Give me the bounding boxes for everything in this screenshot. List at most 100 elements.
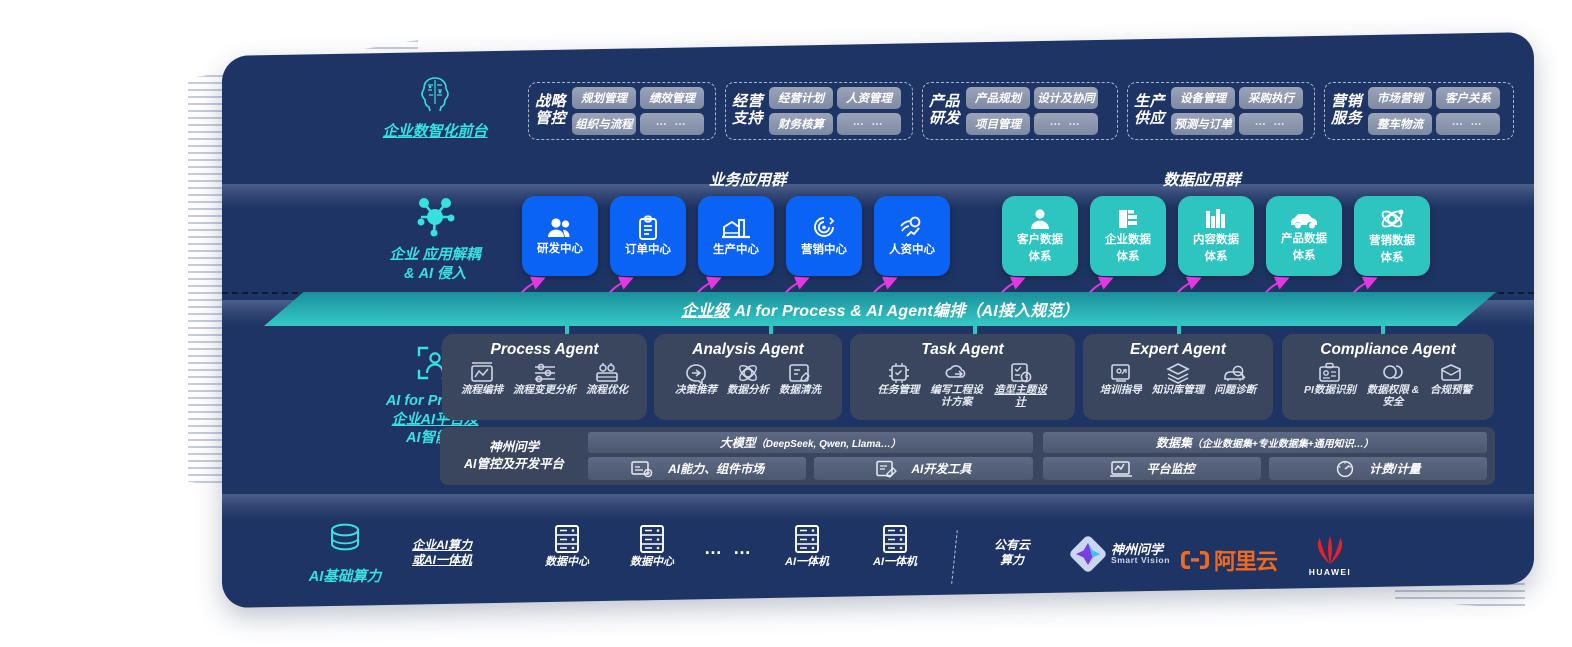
alert-mail-icon — [1441, 364, 1461, 381]
devtool-icon — [876, 460, 898, 478]
front-chip[interactable]: 经营计划 — [769, 87, 834, 109]
agent-card-process[interactable]: Process Agent 流程编排 — [442, 334, 647, 420]
front-group-2[interactable]: 产品 研发 产品规划 设计及协同 项目管理 … … — [922, 82, 1118, 140]
monitor-icon — [1109, 460, 1132, 477]
platform-dataset-bar[interactable]: 数据集 （企业数据集+专业数据集+通用知识…） — [1042, 432, 1487, 453]
vendor-huawei[interactable]: HUAWEI — [1308, 536, 1352, 577]
agent-item[interactable]: 问题诊断 — [1209, 361, 1261, 397]
front-group-3[interactable]: 生产 供应 设备管理 采购执行 预测与订单 … … — [1127, 82, 1315, 140]
agent-item[interactable]: PI数据识别 — [1299, 361, 1361, 397]
server-icon — [555, 525, 579, 553]
row-label-applications-line1: 企业 应用解耦 — [389, 247, 481, 263]
app-card-content-data[interactable]: 内容数据 体系 — [1178, 196, 1254, 276]
row-label-front-office: 企业数智化前台 — [340, 74, 530, 141]
vendor-aliyun[interactable]: 阿里云 — [1180, 544, 1277, 576]
front-group-0-name: 战略 管控 — [535, 93, 567, 127]
front-chip[interactable]: 绩效管理 — [640, 87, 705, 109]
front-chip[interactable]: 组织与流程 — [572, 113, 637, 135]
cloud-write-icon — [945, 365, 965, 378]
infra-item-public-cloud: 公有云 算力 — [962, 524, 1062, 590]
decision-icon — [686, 364, 706, 385]
agent-item-label: 数据清洗 — [779, 384, 821, 396]
front-chip[interactable]: 市场营销 — [1368, 87, 1433, 109]
agent-card-compliance[interactable]: Compliance Agent PI数据识别 — [1282, 334, 1494, 420]
front-chip-more[interactable]: … … — [640, 113, 705, 135]
front-group-3-name: 生产 供应 — [1134, 93, 1166, 127]
vendor-smartvision[interactable]: 神州问学 Smart Vision — [1070, 536, 1170, 572]
app-card-label: 企业数据 — [1105, 234, 1151, 247]
front-chip[interactable]: 预测与订单 — [1171, 113, 1236, 135]
agent-item[interactable]: 数据权限 & 安全 — [1361, 361, 1425, 408]
front-chip[interactable]: 设备管理 — [1171, 87, 1236, 109]
server-icon — [795, 525, 819, 553]
infra-item-ai-appliance-1[interactable]: AI一体机 — [762, 524, 852, 590]
front-chip-more[interactable]: … … — [1034, 113, 1099, 135]
front-group-0[interactable]: 战略 管控 规划管理 绩效管理 组织与流程 … … — [528, 82, 716, 140]
row-label-infrastructure: AI基础算力 — [250, 520, 440, 587]
platform-cell-billing[interactable]: 计费/计量 — [1268, 457, 1487, 480]
front-chip[interactable]: 采购执行 — [1239, 87, 1304, 109]
front-chip[interactable]: 设计及协同 — [1034, 87, 1099, 109]
platform-large-model-bar[interactable]: 大模型 （DeepSeek, Qwen, Llama…） — [588, 432, 1033, 453]
app-card-marketing-center[interactable]: 营销中心 — [786, 196, 862, 276]
agent-item[interactable]: 流程优化 — [581, 361, 633, 397]
app-card-marketing-data[interactable]: 营销数据 体系 — [1354, 196, 1430, 276]
front-chip[interactable]: 人资管理 — [837, 87, 902, 109]
front-chip[interactable]: 整车物流 — [1368, 113, 1433, 135]
app-card-product-data[interactable]: 产品数据 体系 — [1266, 196, 1342, 276]
front-chip[interactable]: 项目管理 — [966, 113, 1031, 135]
atom-icon — [1381, 209, 1404, 228]
platform-cell-market[interactable]: AI能力、组件市场 — [588, 457, 807, 480]
front-group-4[interactable]: 营销 服务 市场营销 客户关系 整车物流 … … — [1324, 82, 1514, 140]
front-chip[interactable]: 产品规划 — [966, 87, 1031, 109]
front-chip-more[interactable]: … … — [1436, 113, 1501, 135]
infra-item-datacenter-1[interactable]: 数据中心 — [522, 524, 612, 590]
front-chip-more[interactable]: … … — [1239, 113, 1304, 135]
platform-cell-monitor[interactable]: 平台监控 — [1042, 457, 1261, 480]
agent-item[interactable]: 造型主题设计 — [989, 361, 1053, 408]
data-clean-icon — [789, 364, 810, 382]
front-chip-more[interactable]: … … — [837, 113, 902, 135]
front-chip[interactable]: 规划管理 — [572, 87, 637, 109]
agent-card-task[interactable]: Task Agent 任务管理 — [850, 334, 1075, 420]
app-card-rd-center[interactable]: 研发中心 — [522, 196, 598, 276]
huawei-logo — [1317, 536, 1343, 564]
agent-item[interactable]: 培训指导 — [1095, 361, 1147, 397]
app-card-hr-center[interactable]: 人资中心 — [874, 196, 950, 276]
agent-item[interactable]: 任务管理 — [873, 361, 925, 397]
app-card-enterprise-data[interactable]: 企业数据 体系 — [1090, 196, 1166, 276]
platform-cell-devtool[interactable]: AI开发工具 — [814, 457, 1033, 480]
infra-ellipsis: … … — [704, 538, 755, 558]
app-card-order-center[interactable]: 订单中心 — [610, 196, 686, 276]
infra-item-datacenter-2[interactable]: 数据中心 — [607, 524, 697, 590]
agent-item[interactable]: 流程编排 — [456, 361, 508, 397]
agent-item[interactable]: 编写工程设计方案 — [925, 361, 989, 408]
front-group-1[interactable]: 经营 支持 经营计划 人资管理 财务核算 … … — [725, 82, 913, 140]
target-icon — [814, 216, 835, 237]
person-chart-icon — [900, 216, 921, 237]
agent-card-expert[interactable]: Expert Agent 培训指导 — [1083, 334, 1273, 420]
row-label-applications: 企业 应用解耦 & AI 侵入 — [340, 194, 530, 283]
infra-item-ai-appliance-2[interactable]: AI一体机 — [850, 524, 940, 590]
app-card-label2: 体系 — [1028, 251, 1052, 263]
front-chip[interactable]: 财务核算 — [769, 113, 834, 135]
row-label-front-office-text: 企业数智化前台 — [382, 123, 488, 140]
agent-item-label: 流程编排 — [461, 384, 503, 396]
diagnose-icon — [1224, 365, 1246, 381]
agent-title: Expert Agent — [1130, 341, 1226, 358]
task-grid-icon — [888, 363, 909, 383]
agent-item[interactable]: 数据分析 — [722, 361, 774, 397]
agent-item[interactable]: 合规预警 — [1425, 361, 1477, 397]
agent-item[interactable]: 决策推荐 — [670, 361, 722, 397]
front-chip[interactable]: 客户关系 — [1436, 87, 1501, 109]
app-card-production-center[interactable]: 生产中心 — [698, 196, 774, 276]
agent-item[interactable]: 流程变更分析 — [508, 361, 581, 397]
agent-card-analysis[interactable]: Analysis Agent 决策推荐 — [654, 334, 842, 420]
agent-item[interactable]: 知识库管理 — [1147, 361, 1210, 397]
car-icon — [1291, 214, 1317, 229]
gears-stack-icon — [596, 363, 618, 382]
app-card-customer-data[interactable]: 客户数据 体系 — [1002, 196, 1078, 276]
agent-item[interactable]: 数据清洗 — [774, 361, 826, 397]
ai-orchestration-band: 企业级 AI for Process & AI Agent编排（AI接入规范） — [264, 292, 1496, 326]
infra-label: 或AI一体机 — [411, 553, 472, 567]
